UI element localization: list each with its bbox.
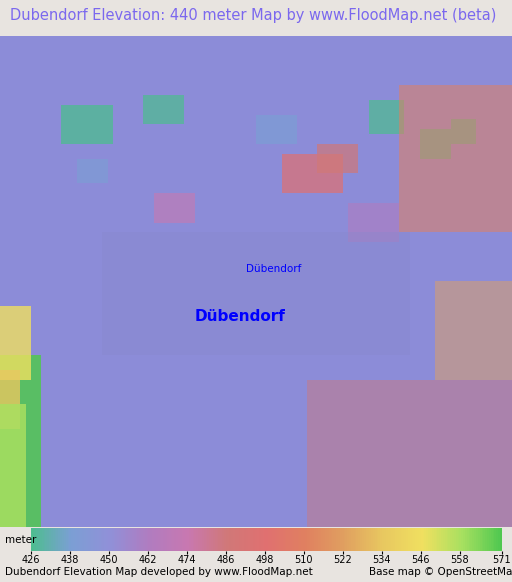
Bar: [0, 306, 31, 379]
Bar: [420, 129, 451, 159]
Bar: [369, 100, 404, 134]
Text: Dubendorf Elevation: 440 meter Map by www.FloodMap.net (beta): Dubendorf Elevation: 440 meter Map by ww…: [10, 8, 497, 23]
Bar: [256, 115, 297, 144]
Bar: [399, 85, 512, 232]
Bar: [102, 232, 410, 355]
Bar: [61, 105, 113, 144]
Text: Base map © OpenStreetMap contributors: Base map © OpenStreetMap contributors: [369, 567, 512, 577]
Bar: [154, 193, 195, 222]
Text: Dubendorf Elevation Map developed by www.FloodMap.net: Dubendorf Elevation Map developed by www…: [5, 567, 313, 577]
Text: meter: meter: [5, 534, 36, 545]
Bar: [0, 370, 20, 428]
Bar: [317, 144, 358, 173]
Bar: [307, 379, 512, 527]
Bar: [0, 404, 26, 527]
Bar: [143, 95, 184, 125]
Bar: [348, 203, 399, 242]
Text: Dübendorf: Dübendorf: [195, 308, 285, 324]
Bar: [451, 119, 476, 144]
Bar: [282, 154, 343, 193]
Text: Dübendorf: Dübendorf: [246, 264, 301, 274]
Bar: [435, 282, 512, 379]
Bar: [77, 159, 108, 183]
Bar: [0, 355, 41, 527]
